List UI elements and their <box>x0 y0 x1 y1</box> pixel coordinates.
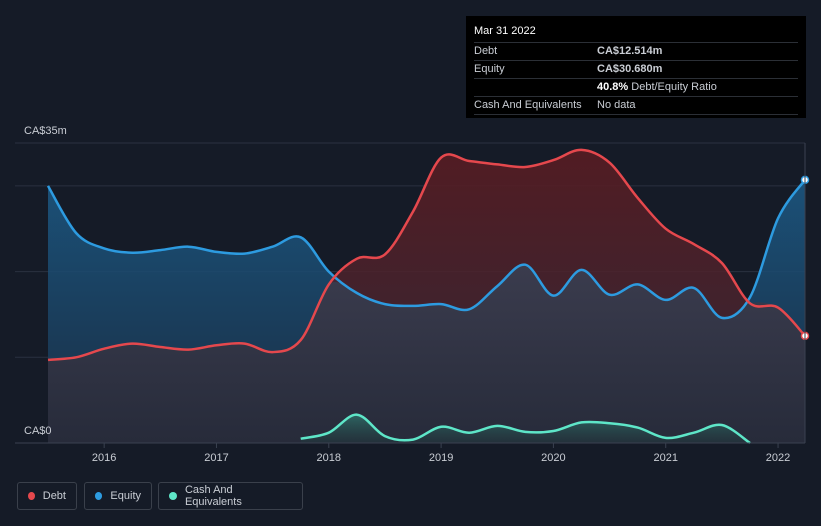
y-max-label: CA$35m <box>24 125 67 137</box>
x-tick-label-2017: 2017 <box>204 452 228 464</box>
cash-area <box>300 414 750 443</box>
legend-item-cash[interactable]: Cash And Equivalents <box>158 482 303 510</box>
x-tick-label-2022: 2022 <box>766 452 790 464</box>
cash-line <box>300 413 751 445</box>
tooltip-equity-label: Equity <box>474 63 505 75</box>
tooltip-date: Mar 31 2022 <box>474 22 798 43</box>
x-tick-label-2019: 2019 <box>429 452 453 464</box>
tooltip-ratio-value: 40.8% <box>597 81 629 93</box>
y-min-label: CA$0 <box>24 425 52 437</box>
tooltip-cash-value: No data <box>597 99 636 111</box>
x-tick-label-2020: 2020 <box>541 452 565 464</box>
legend-equity-label: Equity <box>110 490 141 502</box>
tooltip-cash-row: Cash And Equivalents No data <box>474 97 798 115</box>
overlap-area <box>48 264 805 443</box>
cash-legend-dot-icon <box>169 492 177 500</box>
tooltip-equity-row: Equity CA$30.680m <box>474 61 798 79</box>
tooltip-debt-label: Debt <box>474 45 498 57</box>
tooltip-ratio-label: Debt/Equity Ratio <box>631 81 717 93</box>
equity-line <box>46 179 807 320</box>
legend-item-equity[interactable]: Equity <box>84 482 152 510</box>
tooltip-cash-label: Cash And Equivalents <box>474 99 582 111</box>
axes <box>15 143 806 448</box>
tooltip-debt-value: CA$12.514m <box>597 45 663 57</box>
tooltip-equity-value: CA$30.680m <box>597 63 663 75</box>
tooltip-ratio-row: 40.8% Debt/Equity Ratio <box>474 79 798 97</box>
axis-labels: 2016 2017 2018 2019 2020 2021 2022 CA$35m CA$0 <box>24 125 790 464</box>
equity-legend-dot-icon <box>95 492 103 500</box>
x-tick-label-2021: 2021 <box>653 452 677 464</box>
legend-debt-label: Debt <box>42 490 66 502</box>
x-tick-label-2016: 2016 <box>92 452 116 464</box>
tooltip-panel: Mar 31 2022 Debt CA$12.514m Equity CA$30… <box>466 16 806 118</box>
debt-legend-dot-icon <box>28 492 35 500</box>
legend-item-debt[interactable]: Debt <box>17 482 77 510</box>
legend-cash-label: Cash And Equivalents <box>184 484 242 508</box>
tooltip-debt-row: Debt CA$12.514m <box>474 43 798 61</box>
x-tick-label-2018: 2018 <box>317 452 341 464</box>
series-areas <box>48 149 805 443</box>
debt-line <box>47 148 806 362</box>
